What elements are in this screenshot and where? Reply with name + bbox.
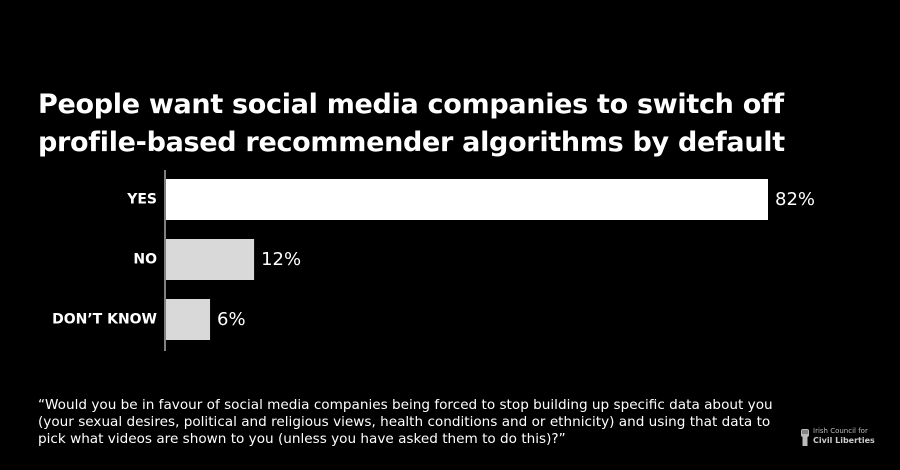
category-label-yes: YES <box>126 192 157 208</box>
bar-chart: YES 82% NO 12% DON’T KNOW 6% <box>52 170 815 351</box>
logo-text-line-1: Irish Council for <box>813 427 868 435</box>
bars-layer: YES 82% NO 12% DON’T KNOW 6% <box>52 179 815 340</box>
bar-don-t-know <box>166 299 211 340</box>
value-label-yes: 82% <box>775 189 815 210</box>
value-label-no: 12% <box>261 249 301 270</box>
value-label-don-t-know: 6% <box>217 309 246 330</box>
logo-text-line-2: Civil Liberties <box>813 436 875 445</box>
fist-icon <box>801 429 809 446</box>
category-label-no: NO <box>133 252 157 268</box>
bar-no <box>166 239 255 280</box>
organization-logo: Irish Council for Civil Liberties <box>800 427 890 449</box>
chart-title: People want social media companies to sw… <box>38 86 858 162</box>
survey-question: “Would you be in favour of social media … <box>38 397 773 447</box>
bar-yes <box>166 179 768 220</box>
chart-title-line-2: profile-based recommender algorithms by … <box>38 127 785 158</box>
chart-title-line-1: People want social media companies to sw… <box>38 89 784 120</box>
category-label-don-t-know: DON’T KNOW <box>52 312 157 328</box>
